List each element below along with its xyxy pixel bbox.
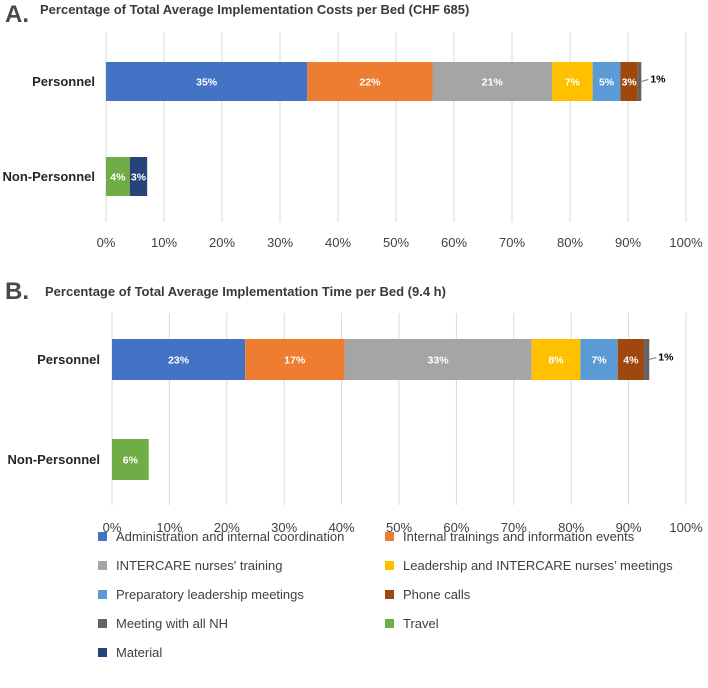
panel-a-category-label: Personnel xyxy=(32,74,95,89)
legend-item-phone_calls: Phone calls xyxy=(385,587,470,602)
panel-a-letter: A. xyxy=(5,1,29,28)
legend-label: Phone calls xyxy=(403,587,471,602)
legend-item-preparatory_meetings: Preparatory leadership meetings xyxy=(98,587,304,602)
panel-b-bar-travel xyxy=(112,439,149,480)
legend-label: Travel xyxy=(403,616,439,631)
legend-label: Meeting with all NH xyxy=(116,616,228,631)
legend-label: Preparatory leadership meetings xyxy=(116,587,304,602)
panel-b-tick-label: 50% xyxy=(386,520,412,535)
panel-b-letter: B. xyxy=(5,278,29,305)
legend-swatch xyxy=(385,532,394,541)
panel-b-data-label-administration: 23% xyxy=(168,355,190,367)
panel-a-data-label-meeting_all_nh: 1% xyxy=(650,74,666,86)
panel-a-bar-preparatory_meetings xyxy=(592,62,621,101)
legend-label: Material xyxy=(116,645,163,660)
panel-b-data-label-travel: 6% xyxy=(123,455,139,467)
panel-a-data-label-internal_trainings: 22% xyxy=(359,77,381,89)
panel-b-tick-label: 40% xyxy=(329,520,355,535)
panel-a-data-label-phone_calls: 3% xyxy=(622,77,638,89)
panel-b-tick-label: 10% xyxy=(156,520,182,535)
panel-a-tick-label: 70% xyxy=(499,235,525,250)
panel-b-tick-label: 20% xyxy=(214,520,240,535)
panel-a-tick-label: 0% xyxy=(97,235,116,250)
legend-swatch xyxy=(98,532,107,541)
panel-a-leader-line xyxy=(641,79,649,82)
legend-item-meeting_all_nh: Meeting with all NH xyxy=(98,616,228,631)
panel-b-data-label-internal_trainings: 17% xyxy=(284,355,306,367)
legend-label: Internal trainings and information event… xyxy=(403,529,635,544)
legend-item-material: Material xyxy=(98,645,162,660)
legend-swatch xyxy=(385,619,394,628)
panel-b-tick-label: 70% xyxy=(501,520,527,535)
panel-a-tick-label: 80% xyxy=(557,235,583,250)
panel-b-tick-label: 100% xyxy=(669,520,703,535)
panel-b-category-label: Personnel xyxy=(37,352,100,367)
panel-a-data-label-preparatory_meetings: 5% xyxy=(599,77,615,89)
panel-b-bar-preparatory_meetings xyxy=(580,339,618,380)
panel-b-data-label-leadership_meetings: 8% xyxy=(548,355,564,367)
legend-label: Administration and internal coordination xyxy=(116,529,345,544)
panel-b-category-label: Non-Personnel xyxy=(8,452,100,467)
panel-a-bar-leadership_meetings xyxy=(552,62,593,101)
panel-b-bar-intercare_training xyxy=(344,339,532,380)
panel-b-data-label-phone_calls: 4% xyxy=(623,355,639,367)
panel-b-tick-label: 0% xyxy=(103,520,122,535)
panel-a-tick-label: 30% xyxy=(267,235,293,250)
panel-b-chart: 0% 10% 20% 30% 40% 50% 60% 70% 80% 90% 100% Personn… xyxy=(8,313,703,535)
panel-b-data-label-meeting_all_nh: 1% xyxy=(658,352,674,364)
panel-a-bar-meeting_all_nh xyxy=(637,62,642,101)
panel-a-tick-label: 60% xyxy=(441,235,467,250)
legend-swatch xyxy=(98,590,107,599)
panel-a-tick-label: 50% xyxy=(383,235,409,250)
panel-a-tick-label: 40% xyxy=(325,235,351,250)
panel-a-bar-administration xyxy=(106,62,308,101)
panel-b-data-label-preparatory_meetings: 7% xyxy=(591,355,607,367)
legend-item-internal_trainings: Internal trainings and information event… xyxy=(385,529,634,544)
panel-b-data-label-intercare_training: 33% xyxy=(428,355,450,367)
legend-item-travel: Travel xyxy=(385,616,439,631)
panel-a-data-label-intercare_training: 21% xyxy=(482,77,504,89)
panel-a-tick-label: 20% xyxy=(209,235,235,250)
panel-b-bar-leadership_meetings xyxy=(531,339,581,380)
legend-label: INTERCARE nurses' training xyxy=(116,558,283,573)
panel-a-data-label-administration: 35% xyxy=(196,77,218,89)
panel-a-data-label-material: 3% xyxy=(131,172,147,184)
legend-item-administration: Administration and internal coordination xyxy=(98,529,344,544)
panel-b-title: Percentage of Total Average Implementati… xyxy=(45,284,446,299)
legend-item-intercare_training: INTERCARE nurses' training xyxy=(98,558,282,573)
panel-a-tick-label: 90% xyxy=(615,235,641,250)
panel-a-bar-intercare_training xyxy=(432,62,553,101)
panel-b-bar-internal_trainings xyxy=(245,339,345,380)
panel-a-category-label: Non-Personnel xyxy=(3,169,95,184)
legend-swatch xyxy=(385,561,394,570)
panel-a-chart: 0% 10% 20% 30% 40% 50% 60% 70% 80% 90% 100% Personn… xyxy=(3,32,703,250)
legend-swatch xyxy=(98,561,107,570)
legend-swatch xyxy=(385,590,394,599)
panel-a-bar-material xyxy=(129,157,148,196)
panel-b-bar-meeting_all_nh xyxy=(644,339,650,380)
legend-label: Leadership and INTERCARE nurses’ meeting… xyxy=(403,558,673,573)
panel-b-bar-administration xyxy=(112,339,246,380)
panel-b-tick-label: 60% xyxy=(443,520,469,535)
panel-a-bar-internal_trainings xyxy=(307,62,433,101)
panel-b-bar-phone_calls xyxy=(617,339,645,380)
panel-a-tick-label: 10% xyxy=(151,235,177,250)
panel-a-bar-phone_calls xyxy=(620,62,638,101)
panel-a-title: Percentage of Total Average Implementati… xyxy=(40,2,469,17)
legend-swatch xyxy=(98,619,107,628)
legend-item-leadership_meetings: Leadership and INTERCARE nurses’ meeting… xyxy=(385,558,673,573)
panel-b-tick-label: 30% xyxy=(271,520,297,535)
panel-a-data-label-travel: 4% xyxy=(110,172,126,184)
legend-swatch xyxy=(98,648,107,657)
panel-a-data-label-leadership_meetings: 7% xyxy=(565,77,581,89)
panel-a-tick-label: 100% xyxy=(669,235,703,250)
panel-b-tick-label: 90% xyxy=(616,520,642,535)
panel-b-tick-label: 80% xyxy=(558,520,584,535)
panel-b-leader-line xyxy=(649,357,657,360)
panel-a-bar-travel xyxy=(106,157,130,196)
